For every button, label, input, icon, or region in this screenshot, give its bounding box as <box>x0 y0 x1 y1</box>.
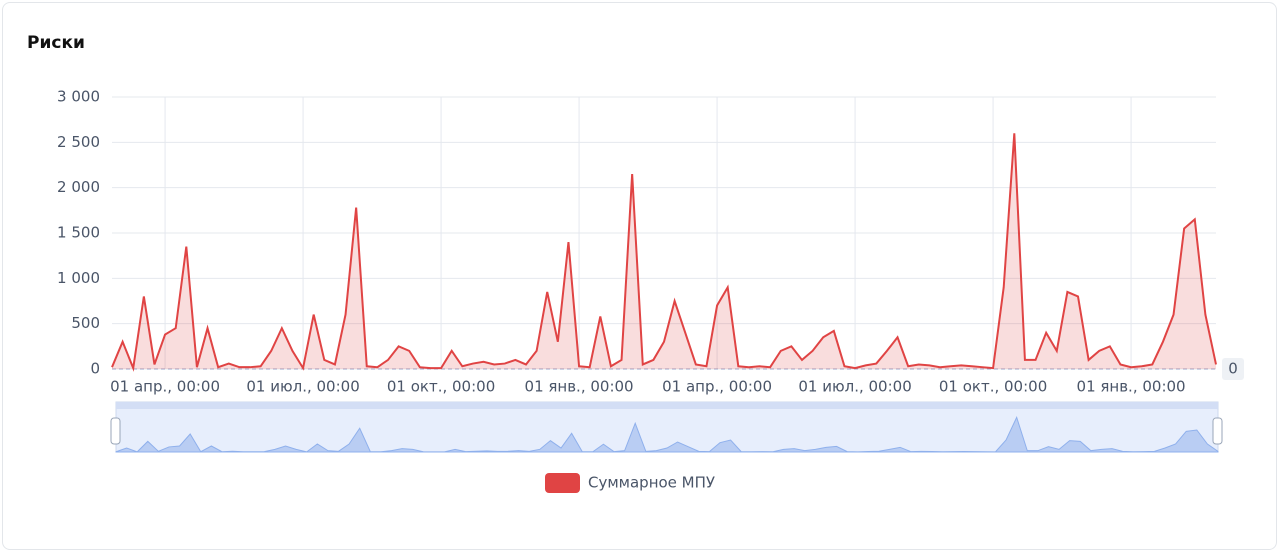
x-tick-label: 01 окт., 00:00 <box>387 378 495 396</box>
x-tick-label: 01 янв., 00:00 <box>525 378 634 396</box>
y-tick-label: 500 <box>71 314 100 332</box>
zoom-handle-bar <box>116 402 1218 409</box>
reference-label-bg <box>1222 358 1244 380</box>
y-tick-label: 3 000 <box>57 88 100 106</box>
x-tick-label: 01 окт., 00:00 <box>939 378 1047 396</box>
y-tick-label: 1 000 <box>57 269 100 287</box>
zoom-handle <box>110 417 121 445</box>
zoom-track <box>115 401 1219 453</box>
reference-label: 0 <box>1228 360 1238 378</box>
legend-swatch <box>545 473 580 493</box>
x-tick-label: 01 июл., 00:00 <box>246 378 359 396</box>
x-tick-label: 01 апр., 00:00 <box>110 378 220 396</box>
zoom-preview <box>115 415 1219 453</box>
y-tick-label: 1 500 <box>57 224 100 242</box>
x-tick-label: 01 янв., 00:00 <box>1077 378 1186 396</box>
zoom-handle <box>1212 417 1223 445</box>
area-fill <box>112 133 1216 369</box>
line <box>111 133 1217 372</box>
y-tick-label: 2 000 <box>57 178 100 196</box>
y-tick-label: 0 <box>90 360 100 378</box>
y-tick-label: 2 500 <box>57 133 100 151</box>
x-tick-label: 01 июл., 00:00 <box>798 378 911 396</box>
legend-label: Суммарное МПУ <box>588 474 715 492</box>
x-tick-label: 01 апр., 00:00 <box>662 378 772 396</box>
card-title: Риски <box>27 33 85 53</box>
